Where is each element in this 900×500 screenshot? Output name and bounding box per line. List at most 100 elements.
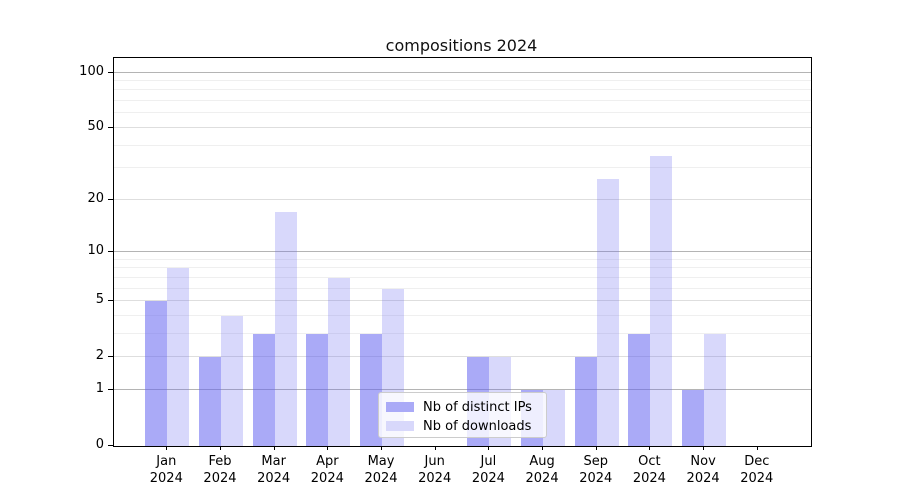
gridline-minor-40 [114,144,811,146]
y-axis-label-5: 5 [95,292,104,308]
x-label-year: 2024 [471,471,505,486]
x-tick-mark-oct [649,446,651,450]
x-axis-label-mar: Mar 2024 [242,453,306,487]
gridline-minor-30 [114,167,811,169]
gridline-major-20 [114,198,811,200]
x-axis-label-sep: Sep 2024 [564,453,628,487]
x-tick-mark-apr [327,446,329,450]
bar-nb-of-downloads-sep [596,179,619,446]
legend-entry-downloads: Nb of downloads [386,417,546,435]
x-label-year: 2024 [418,471,452,486]
x-label-year: 2024 [579,471,613,486]
bar-nb-of-downloads-mar [274,212,297,446]
gridline-major-1 [114,388,811,390]
x-label-month: Mar [261,454,286,469]
x-label-month: Nov [690,454,716,469]
x-axis-label-oct: Oct 2024 [617,453,681,487]
x-axis-label-aug: Aug 2024 [510,453,574,487]
x-label-year: 2024 [740,471,774,486]
x-axis-label-apr: Apr 2024 [295,453,359,487]
x-axis-label-jul: Jul 2024 [456,453,520,487]
x-tick-mark-may [381,446,383,450]
x-label-month: Oct [638,454,661,469]
bar-nb-of-distinct-ips-sep [574,357,597,446]
y-axis-label-100: 100 [79,63,104,79]
x-tick-mark-aug [542,446,544,450]
x-label-year: 2024 [364,471,398,486]
bar-nb-of-downloads-nov [704,333,727,446]
gridline-major-100 [114,71,811,73]
x-label-year: 2024 [686,471,720,486]
x-axis-label-jun: Jun 2024 [403,453,467,487]
y-tick-mark-1 [108,388,113,390]
bar-nb-of-downloads-apr [328,277,351,446]
x-tick-mark-jun [434,446,436,450]
x-axis-label-dec: Dec 2024 [725,453,789,487]
legend-label-downloads: Nb of downloads [423,418,532,434]
x-tick-mark-jan [166,446,168,450]
x-label-month: Jan [156,454,177,469]
y-tick-mark-20 [108,198,113,200]
gridline-major-5 [114,300,811,302]
gridline-minor-8 [114,267,811,269]
bar-nb-of-distinct-ips-jan [145,301,168,446]
legend-swatch-distinct-ips [386,402,414,412]
x-label-year: 2024 [310,471,344,486]
y-axis-label-2: 2 [95,348,104,364]
y-axis-label-20: 20 [87,190,104,206]
x-tick-mark-nov [703,446,705,450]
legend-entry-distinct-ips: Nb of distinct IPs [386,398,546,416]
chart-title: compositions 2024 [385,36,538,55]
x-label-month: Feb [208,454,232,469]
x-label-year: 2024 [632,471,666,486]
y-tick-mark-0 [108,445,113,446]
bar-nb-of-distinct-ips-feb [198,357,221,446]
y-tick-mark-50 [108,126,113,128]
legend-label-distinct-ips: Nb of distinct IPs [423,399,532,415]
y-axis-label-50: 50 [87,118,104,134]
x-label-month: Apr [316,454,339,469]
x-label-month: Dec [744,454,770,469]
gridline-minor-90 [114,80,811,82]
gridline-minor-3 [114,332,811,334]
x-label-year: 2024 [203,471,237,486]
x-tick-mark-mar [273,446,275,450]
y-axis-label-1: 1 [95,380,104,396]
bar-nb-of-distinct-ips-nov [682,389,705,446]
x-label-year: 2024 [257,471,291,486]
x-axis-label-feb: Feb 2024 [188,453,252,487]
gridline-major-50 [114,126,811,128]
gridline-minor-80 [114,89,811,91]
bar-nb-of-distinct-ips-mar [252,333,275,446]
y-axis-label-0: 0 [95,437,104,452]
y-tick-mark-2 [108,356,113,358]
bar-nb-of-downloads-oct [650,156,673,446]
x-label-month: Jun [424,454,445,469]
x-label-year: 2024 [525,471,559,486]
x-tick-mark-dec [756,446,758,450]
legend-swatch-downloads [386,421,414,431]
bar-nb-of-downloads-jan [167,268,190,446]
legend: Nb of distinct IPs Nb of downloads [378,392,547,438]
y-axis-label-10: 10 [87,242,104,258]
y-tick-mark-5 [108,300,113,302]
gridline-minor-4 [114,314,811,316]
x-axis-label-nov: Nov 2024 [671,453,735,487]
gridline-minor-70 [114,100,811,102]
plot-area [113,57,812,447]
y-tick-mark-10 [108,250,113,252]
x-tick-mark-sep [595,446,597,450]
bar-nb-of-downloads-feb [220,315,243,446]
x-label-year: 2024 [149,471,183,486]
gridline-minor-60 [114,112,811,114]
y-tick-mark-100 [108,71,113,73]
bar-nb-of-distinct-ips-oct [628,333,651,446]
x-tick-mark-feb [219,446,221,450]
x-label-month: Sep [583,454,608,469]
gridline-minor-6 [114,287,811,289]
x-label-month: May [367,454,395,469]
gridline-minor-7 [114,276,811,278]
bar-nb-of-distinct-ips-may [360,333,383,446]
gridline-minor-9 [114,258,811,260]
